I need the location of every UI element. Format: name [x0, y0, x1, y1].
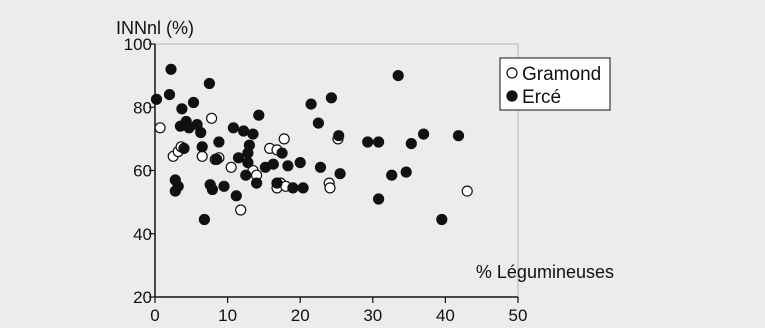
y-tick-label: 40 [133, 225, 152, 244]
point-erce [312, 117, 324, 129]
point-erce [187, 96, 200, 109]
point-erce [251, 177, 263, 189]
point-erce [287, 182, 299, 194]
point-erce [243, 139, 255, 151]
point-erce [297, 182, 309, 194]
point-erce [242, 157, 254, 169]
point-erce [305, 98, 317, 110]
point-erce [198, 213, 210, 226]
x-tick-label: 10 [218, 306, 237, 325]
y-tick-label: 20 [133, 288, 152, 307]
point-gramond [278, 133, 290, 145]
point-erce [418, 128, 430, 140]
data-points [150, 63, 473, 226]
point-erce [325, 92, 337, 104]
point-erce [452, 130, 465, 142]
point-gramond [461, 185, 473, 197]
point-gramond [154, 122, 166, 134]
x-tick-label: 40 [436, 306, 455, 325]
point-erce [213, 136, 225, 148]
point-erce [334, 168, 346, 180]
x-tick-label: 20 [291, 306, 310, 325]
x-axis-label: % Légumineuses [476, 262, 614, 282]
y-axis-label: INNnl (%) [116, 18, 194, 38]
y-tick-label: 60 [133, 162, 152, 181]
point-erce [238, 125, 250, 137]
point-erce [203, 77, 215, 90]
point-erce [392, 69, 404, 82]
x-tick-label: 50 [509, 306, 528, 325]
point-erce [386, 169, 398, 181]
x-tick-label: 30 [363, 306, 382, 325]
legend-marker-gramond [506, 67, 518, 79]
point-gramond [206, 112, 218, 124]
point-erce [276, 147, 288, 159]
point-erce [294, 157, 306, 169]
point-erce [314, 161, 327, 173]
point-erce [163, 88, 176, 101]
point-erce [253, 109, 265, 121]
point-erce [211, 153, 223, 165]
point-erce [230, 190, 242, 202]
point-erce [227, 122, 239, 134]
legend: Gramond Ercé [499, 57, 611, 111]
point-erce [373, 136, 385, 148]
point-erce [373, 193, 385, 205]
point-erce [271, 177, 283, 189]
point-erce [178, 142, 190, 154]
point-erce [436, 213, 448, 226]
x-ticks: 0 10 20 30 40 50 [150, 297, 527, 325]
point-erce [282, 160, 294, 172]
point-erce [267, 158, 279, 170]
point-gramond [225, 161, 237, 173]
point-erce [405, 138, 417, 150]
y-ticks: 20 40 60 80 100 [124, 35, 155, 307]
y-tick-label: 100 [124, 35, 152, 54]
point-erce [172, 180, 184, 192]
point-erce [206, 183, 218, 196]
point-erce [218, 180, 230, 192]
legend-label-gramond: Gramond [522, 64, 601, 85]
point-erce [176, 103, 188, 115]
point-gramond [235, 204, 247, 216]
point-erce [240, 169, 252, 181]
point-erce [196, 141, 208, 153]
point-erce [232, 152, 245, 164]
legend-marker-erce [506, 90, 518, 102]
point-erce [165, 63, 177, 75]
point-gramond [196, 150, 208, 162]
point-erce [150, 93, 163, 105]
point-erce [247, 128, 259, 140]
point-erce [333, 130, 345, 142]
point-gramond [324, 182, 336, 194]
legend-label-erce: Ercé [522, 87, 561, 108]
y-tick-label: 80 [133, 98, 152, 117]
x-tick-label: 0 [150, 306, 159, 325]
point-erce [362, 136, 374, 148]
point-erce [400, 166, 412, 178]
point-erce [195, 126, 207, 139]
legend-box [499, 57, 611, 111]
